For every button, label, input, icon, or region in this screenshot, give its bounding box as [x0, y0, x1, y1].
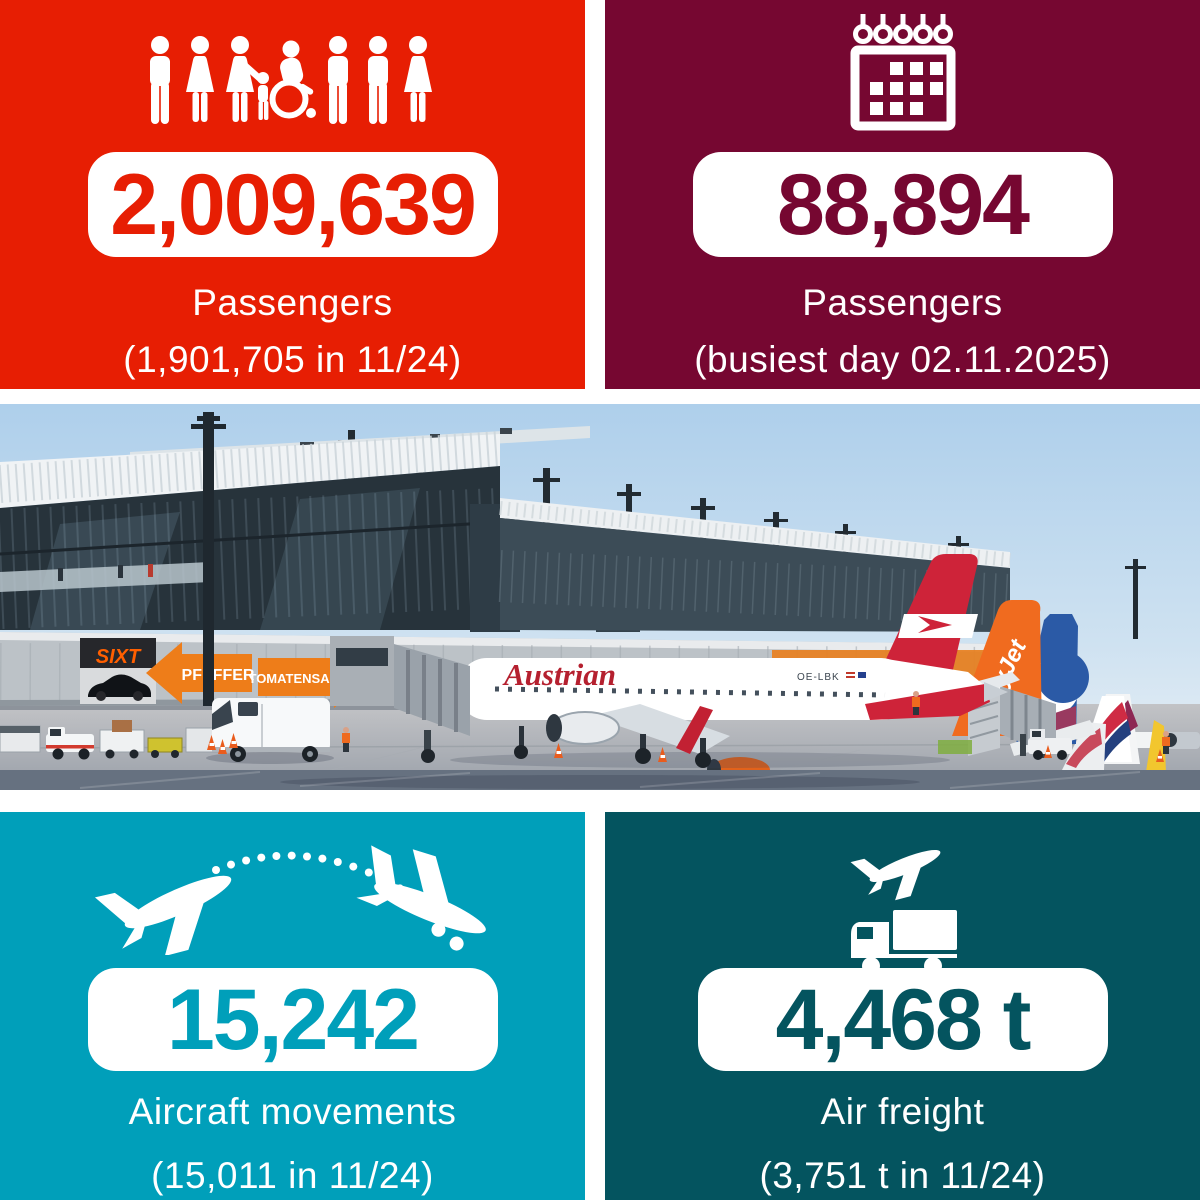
- tall-mast-column: [203, 412, 214, 706]
- red-winglet: [676, 706, 713, 754]
- terminal-building: [0, 426, 1012, 632]
- pushback-truck: [1028, 729, 1072, 760]
- baggage-tug: [99, 720, 145, 759]
- busiest-day-count: 88,894: [776, 156, 1030, 253]
- car-silhouette: [88, 674, 151, 697]
- tomatensaft-text: TOMATENSAFT: [248, 671, 345, 686]
- worker: [1162, 731, 1170, 754]
- panel-aircraft-movements: 15,242 Aircraft movements (15,011 in 11/…: [0, 812, 585, 1200]
- movements-count: 15,242: [166, 971, 420, 1068]
- panel-air-freight: 4,468 t Air freight (3,751 t in 11/24): [605, 812, 1200, 1200]
- man-figure: [367, 36, 388, 124]
- woman-figure: [185, 36, 214, 122]
- delivery-van: [206, 698, 334, 764]
- follow-me-car: [46, 727, 94, 760]
- jet-bridge-left: [191, 412, 920, 763]
- panel-passengers-busiest-day: 88,894 Passengers (busiest day 02.11.202…: [605, 0, 1200, 389]
- pfeffer-ad-arrow: PFEFFER: [146, 642, 255, 704]
- panel-label: Passengers: [192, 282, 393, 323]
- window-line: [494, 686, 886, 698]
- man-figure: [149, 36, 170, 124]
- panel-label: Passengers: [802, 282, 1003, 323]
- takeoff-landing-icon: [78, 840, 508, 955]
- takeoff-plane-icon: [94, 875, 231, 955]
- panel-passengers-month: 2,009,639 Passengers (1,901,705 in 11/24…: [0, 0, 585, 389]
- worker: [342, 727, 350, 752]
- value-box: 15,242: [87, 968, 498, 1071]
- red-rear-sweep: [865, 684, 990, 720]
- panel-sublabel: (busiest day 02.11.2025): [694, 339, 1111, 380]
- panel-label: Aircraft movements: [128, 1091, 457, 1132]
- worker: [912, 691, 920, 715]
- plane-truck-icon: [841, 836, 965, 986]
- woman-with-child-figure: [225, 36, 269, 122]
- landing-plane-icon: [355, 845, 486, 951]
- traffic-cones: [207, 733, 1164, 762]
- panel-sublabel: (3,751 t in 11/24): [759, 1155, 1046, 1196]
- austrian-titles: Austrian: [502, 657, 616, 692]
- airport-photo: SIXT PFEFFER TOMATENSAFT: [0, 404, 1200, 790]
- aircraft-registration: OE-LBK: [797, 672, 840, 683]
- passenger-count: 2,009,639: [110, 156, 477, 253]
- austrian-aircraft: Austrian OE-LBK: [450, 554, 1020, 768]
- freight-amount: 4,468 t: [775, 971, 1032, 1068]
- cargo-plane-icon: [850, 849, 940, 901]
- pfeffer-text: PFEFFER: [182, 667, 255, 684]
- jet-bridge-right: [968, 686, 1056, 758]
- sixt-ad: SIXT: [80, 638, 156, 704]
- austrian-tail: [880, 554, 978, 674]
- passenger-group-icon: [143, 36, 443, 128]
- panel-sublabel: (1,901,705 in 11/24): [123, 339, 462, 380]
- value-box: 2,009,639: [87, 152, 498, 257]
- sixt-ad-text: SIXT: [96, 646, 142, 668]
- yellow-trailer: [147, 737, 183, 758]
- wheelchair-user-figure: [269, 40, 316, 119]
- distant-aircraft-tails: [1010, 614, 1200, 772]
- panel-sublabel: (15,011 in 11/24): [151, 1155, 434, 1196]
- value-box: 4,468 t: [697, 968, 1108, 1071]
- calendar-icon: [844, 14, 962, 134]
- ground-vehicles: [0, 698, 1170, 764]
- woman-figure: [403, 36, 432, 122]
- value-box: 88,894: [692, 152, 1113, 257]
- truck-icon: [850, 910, 957, 975]
- man-figure: [327, 36, 348, 124]
- foreground-asphalt: [0, 770, 1200, 790]
- panel-label: Air freight: [820, 1091, 985, 1132]
